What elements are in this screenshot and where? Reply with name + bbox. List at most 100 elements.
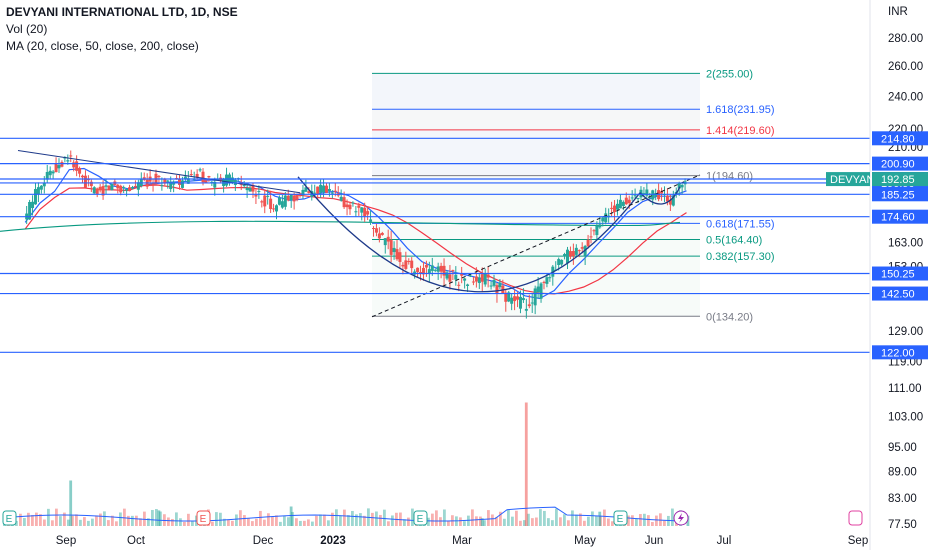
candle-body [627,199,631,204]
candle-body [301,189,305,196]
candle-body [204,180,208,183]
candle-body [69,155,73,157]
candle-body [648,197,652,199]
candle-body [583,245,587,257]
fib-zone [372,223,700,240]
earnings-marker[interactable] [196,510,211,526]
volume-bar [157,510,161,526]
candle-body [292,195,296,202]
volume-bar [115,521,118,526]
volume-bar [67,519,70,526]
symbol-title[interactable]: DEVYANI INTERNATIONAL LTD, 1D, NSE [6,5,238,19]
candle-body [433,269,437,271]
candle-body [536,286,540,293]
level-price-tag[interactable] [872,156,928,171]
candle-body [98,186,102,191]
downtrend-line[interactable] [17,149,301,194]
volume-bar [167,517,170,526]
candle-body [345,204,349,208]
candle-body [360,207,364,213]
fib-label-2: 2(255.00) [706,68,753,80]
candle-body [483,273,487,285]
volume-bar [271,516,274,526]
earnings-marker[interactable] [2,510,17,526]
candle-body [39,185,43,190]
level-price-tag[interactable] [872,286,928,301]
volume-bar [215,512,218,526]
volume-bar [239,510,242,526]
volume-bar [43,519,46,526]
volume-bar [555,508,558,526]
volume-bar [331,512,334,526]
earnings-marker[interactable] [413,510,428,526]
candle-body [257,191,261,193]
volume-bar [431,513,434,526]
candle-body [51,171,55,174]
cup-curve[interactable] [297,176,641,293]
level-price-tag[interactable] [872,131,928,146]
candle-body [78,167,82,174]
volume-bar [87,520,90,526]
candle-body [275,205,279,212]
price-tick: 280.00 [888,33,923,45]
candle-body [125,188,129,191]
symbol-tag[interactable] [826,172,870,187]
candle-body [645,189,649,196]
volume-bar [259,510,262,526]
candle-body [304,187,308,192]
volume-bar [527,513,530,526]
volume-bar [315,515,318,526]
level-price-tag[interactable] [872,209,928,224]
candle-body [207,176,211,178]
volume-bar [479,516,482,526]
level-price-tag[interactable] [872,266,928,281]
horizontal-levels[interactable] [0,137,870,353]
fibonacci-extension[interactable]: 2(255.00) 1.618(231.95) 1.414(219.60) 1(194… [372,68,775,323]
candle-body [471,281,475,283]
time-axis[interactable]: Sep Oct Dec 2023 Mar May Jun Jul Sep [56,535,868,547]
level-price-tag[interactable] [872,187,928,202]
level-price-tag[interactable] [872,345,928,360]
price-tick: 240.00 [888,91,923,103]
earnings-letter: E [6,514,13,525]
candle-body [277,197,281,205]
volume-bar [383,509,386,526]
fib-label-0.5: 0.5(164.40) [706,234,762,246]
volume-bar [531,518,534,526]
time-tick: Dec [253,535,274,547]
ma-200-line [0,220,681,232]
candle-body [545,277,549,284]
volume-bar [524,402,528,526]
ma-50-line [24,184,687,295]
candle-body [480,274,484,282]
upcoming-earnings-marker[interactable] [848,510,863,526]
candle-body [178,178,182,185]
candle-body [280,201,284,208]
ma-indicator-label[interactable]: MA (20, close, 50, close, 200, close) [6,39,199,53]
volume-bar [171,518,174,526]
candle-body [269,198,273,210]
candle-body [454,274,458,280]
candle-body [469,275,473,277]
price-tick: 260.00 [888,61,923,73]
handle-curve[interactable] [639,186,681,205]
volume-bar [639,514,642,526]
volume-bar [507,509,510,526]
candle-body [295,194,299,200]
volume-bar [147,518,150,526]
price-axis[interactable]: INR 280.00260.00240.00220.00210.00200.90… [826,0,932,550]
candle-body [398,252,402,262]
fib-zone [372,129,700,176]
candle-body [577,250,581,252]
earnings-marker[interactable] [613,510,628,526]
candle-body [636,197,640,199]
volume-bar [263,519,266,526]
candle-body [530,302,534,304]
volume-indicator-label[interactable]: Vol (20) [6,22,48,36]
volume-bar [543,510,546,526]
price-tick: 95.00 [888,442,917,454]
candle-body [42,183,46,187]
last-price-tag[interactable] [872,172,928,187]
